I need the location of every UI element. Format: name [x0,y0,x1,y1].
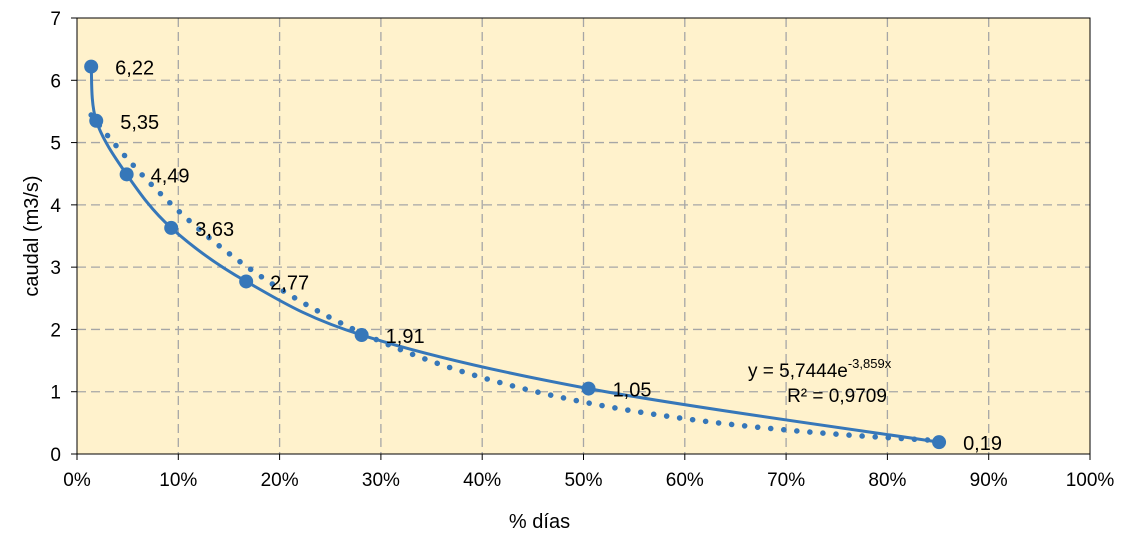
x-axis-ticks: 0% 10% 20% 30% 40% 50% 60% 70% 80% 90% 100% [63,454,1114,491]
y-tick-label: 7 [50,9,61,30]
trendline-path [88,112,942,444]
y-tick-label: 1 [50,383,61,404]
data-point [239,274,254,289]
data-point [89,113,104,128]
x-axis-label: % días [509,511,570,533]
data-points [84,59,947,450]
y-tick-label: 6 [50,71,61,92]
data-label: 3,63 [195,219,234,241]
data-label: 4,49 [151,165,190,187]
y-tick-label: 2 [50,320,61,341]
data-labels: 6,22 5,35 4,49 3,63 2,77 1,91 1,05 0,19 [115,58,1002,456]
data-label: 1,91 [386,326,425,348]
x-tick-label: 30% [362,470,400,491]
y-tick-label: 3 [50,258,61,279]
trendline-equation: y = 5,7444e-3,859x [748,356,892,382]
trendline-equation-exponent: -3,859x [848,356,892,371]
x-tick-label: 50% [564,470,602,491]
x-tick-label: 20% [261,470,299,491]
data-label: 6,22 [115,58,154,80]
x-tick-label: 100% [1066,470,1115,491]
series-curve [89,66,940,444]
data-label: 0,19 [963,433,1002,455]
y-axis-label: caudal (m3/s) [21,175,43,296]
y-tick-label: 5 [50,134,61,155]
x-tick-label: 0% [63,470,91,491]
data-point [84,59,99,74]
data-point [932,435,947,450]
trendline [88,112,942,444]
x-tick-label: 90% [970,470,1008,491]
x-tick-label: 40% [463,470,501,491]
data-point [119,167,134,182]
data-point [164,220,179,235]
trendline-equation-prefix: y = 5,7444e [748,361,848,382]
y-tick-label: 0 [50,445,61,466]
data-label: 2,77 [270,272,309,294]
data-label: 1,05 [613,380,652,402]
y-axis-ticks: 0 1 2 3 4 5 6 7 [50,9,77,466]
y-tick-label: 4 [50,196,61,217]
x-tick-label: 80% [868,470,906,491]
data-point [354,328,369,343]
trendline-r2: R² = 0,9709 [787,386,887,407]
x-tick-label: 60% [666,470,704,491]
data-point [581,381,596,396]
x-tick-label: 70% [767,470,805,491]
grid-lines [77,18,1090,454]
series-line [89,66,940,444]
x-tick-label: 10% [159,470,197,491]
data-label: 5,35 [120,112,159,134]
